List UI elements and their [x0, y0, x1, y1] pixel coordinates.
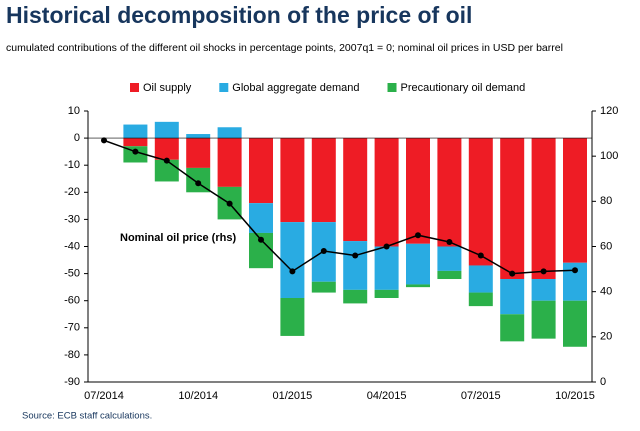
bar	[374, 138, 399, 247]
bar	[437, 270, 462, 280]
bar	[186, 138, 211, 168]
line-point	[163, 157, 170, 164]
line	[103, 139, 576, 275]
bar	[374, 246, 399, 290]
y-tick-label: 0	[74, 132, 80, 144]
legend-label: Global aggregate demand	[232, 82, 359, 94]
x-tick-label: 10/2014	[178, 390, 218, 402]
chart-subtitle: cumulated contributions of the different…	[6, 42, 563, 54]
bar	[468, 138, 493, 266]
chart-title: Historical decomposition of the price of…	[6, 2, 472, 28]
y2-tick-label: 80	[600, 195, 612, 207]
line-point	[352, 252, 359, 259]
bar	[249, 203, 273, 233]
line-point	[572, 267, 578, 274]
bar	[468, 265, 493, 293]
bar	[563, 138, 587, 263]
bar	[280, 222, 305, 298]
y-tick-label: -80	[64, 349, 80, 361]
bar	[217, 127, 242, 139]
bar	[406, 243, 430, 285]
bar	[500, 314, 525, 342]
y-tick-label: -90	[64, 376, 80, 388]
y2-tick-label: 20	[600, 331, 612, 343]
line-point	[477, 252, 484, 259]
bar	[500, 138, 525, 280]
bar	[154, 121, 179, 139]
y-tick-label: -50	[64, 268, 80, 280]
y-tick-label: -30	[64, 213, 80, 225]
line-point	[446, 238, 453, 245]
line-point	[101, 137, 107, 144]
bar	[311, 281, 336, 293]
bar	[531, 279, 556, 301]
line-point	[289, 268, 296, 275]
x-tick-label: 07/2014	[84, 390, 124, 402]
y-tick-label: -70	[64, 322, 80, 334]
x-tick-label: 10/2015	[555, 390, 595, 402]
bar	[343, 241, 368, 290]
y-tick-label: 10	[68, 105, 80, 117]
bar	[531, 300, 556, 339]
y-tick-label: -60	[64, 295, 80, 307]
legend-swatch	[130, 83, 139, 92]
bar	[406, 284, 430, 288]
bar	[468, 292, 493, 307]
y-tick-label: -20	[64, 186, 80, 198]
line-point	[195, 180, 202, 187]
bar	[186, 134, 211, 139]
line-point	[258, 236, 264, 243]
y2-tick-label: 40	[600, 286, 612, 298]
bar	[154, 138, 179, 160]
legend-label: Oil supply	[143, 82, 192, 94]
bar	[437, 138, 462, 247]
x-tick-label: 01/2015	[273, 390, 313, 402]
bar	[217, 138, 242, 187]
y2-tick-label: 100	[600, 150, 618, 162]
line-point	[320, 248, 327, 255]
bar	[374, 289, 399, 298]
y2-tick-label: 60	[600, 240, 612, 252]
line-point	[226, 200, 233, 207]
bar	[343, 138, 368, 242]
bar	[406, 138, 430, 244]
legend-label: Precautionary oil demand	[401, 82, 526, 94]
bar	[311, 138, 336, 223]
bar	[123, 124, 148, 139]
bar	[280, 138, 305, 223]
source: Source: ECB staff calculations.	[22, 411, 152, 422]
y2-tick-label: 120	[600, 105, 618, 117]
bar	[280, 297, 305, 336]
line-point	[132, 148, 139, 155]
line-point	[540, 268, 547, 275]
line-point	[383, 243, 390, 250]
annotation: Nominal oil price (rhs)	[120, 232, 236, 244]
bar	[437, 246, 462, 271]
y-tick-label: -10	[64, 159, 80, 171]
bar	[249, 138, 273, 204]
bar	[123, 138, 148, 147]
line-point	[509, 270, 516, 277]
bar	[531, 138, 556, 280]
y-tick-label: -40	[64, 240, 80, 252]
line-point	[415, 232, 421, 239]
y2-tick-label: 0	[600, 376, 606, 388]
legend-swatch	[219, 83, 229, 92]
bar	[500, 279, 525, 315]
bar	[343, 289, 368, 304]
legend-swatch	[387, 83, 397, 92]
x-tick-label: 07/2015	[461, 390, 501, 402]
x-tick-label: 04/2015	[367, 390, 407, 402]
bar	[563, 300, 587, 347]
